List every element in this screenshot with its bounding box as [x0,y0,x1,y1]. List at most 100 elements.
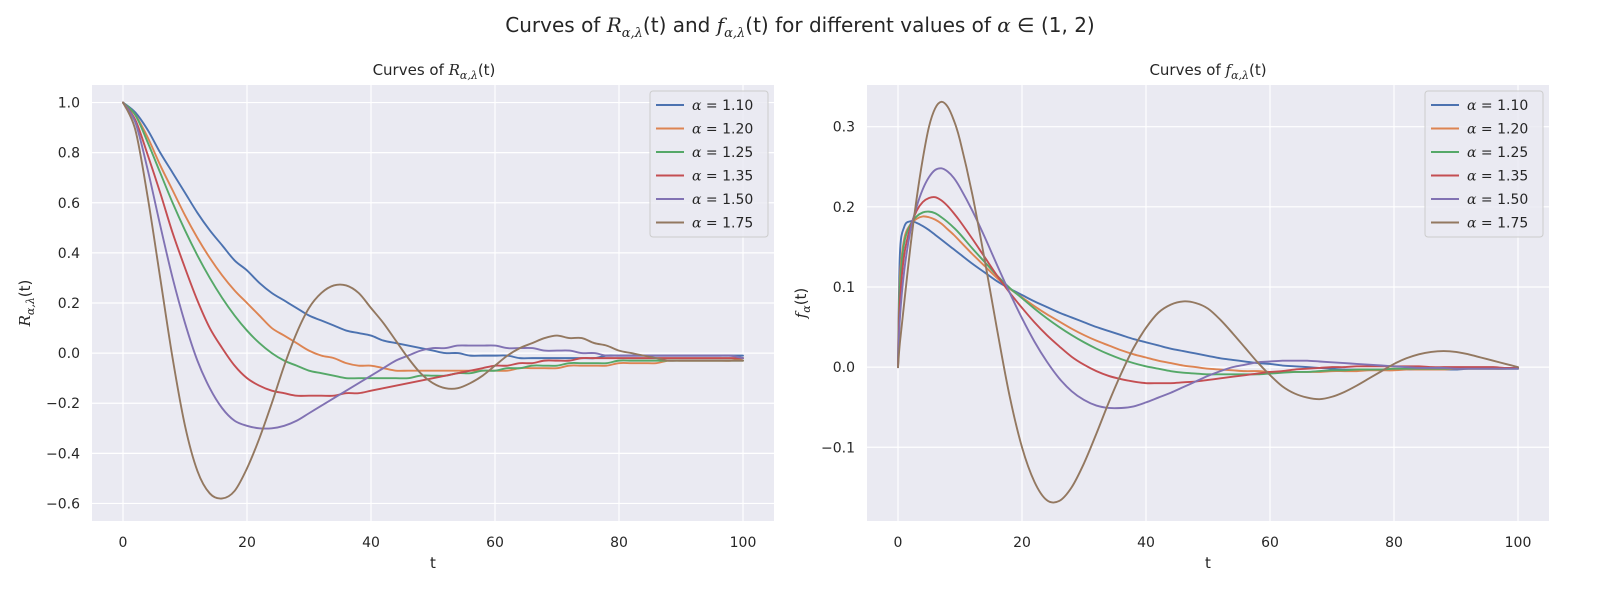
y-axis-label: fα(t) [792,288,813,320]
legend-entry: α = 1.10 [1467,98,1528,114]
x-tick-label: 40 [1137,535,1155,551]
legend-value: = 1.10 [1476,98,1528,114]
legend-box [1424,90,1544,238]
chart-title-prefix: Curves of [1149,61,1225,79]
suptitle-f-argument: (t) [745,13,768,37]
legend: α = 1.10α = 1.20α = 1.25α = 1.35α = 1.50… [1424,90,1544,238]
chart-title-symbol: f [1225,61,1234,79]
legend-value: = 1.35 [1476,169,1528,185]
legend-value: = 1.25 [1476,145,1528,161]
y-tick-label: 0.0 [833,360,855,376]
y-tick-label: 0.4 [58,246,80,262]
legend-alpha: α [1467,145,1477,161]
y-axis-label-argument: (t) [16,280,34,298]
y-tick-label: −0.4 [46,446,80,462]
legend-alpha: α [692,98,702,114]
x-tick-label: 40 [362,535,380,551]
x-tick-label: 20 [238,535,256,551]
suptitle-and: and [666,13,716,37]
legend-value: = 1.50 [701,192,753,208]
y-tick-label: −0.2 [46,396,80,412]
suptitle-alpha: α [997,13,1011,37]
series-lines [897,100,1519,504]
chart-title-prefix: Curves of [373,61,449,79]
legend-entry: α = 1.50 [1467,192,1528,208]
legend-entry: α = 1.35 [692,169,753,185]
y-axis-label-symbol: f [792,310,810,319]
series-line-6 [897,100,1519,504]
y-tick-label: 0.6 [58,196,80,212]
suptitle-prefix: Curves of [505,13,606,37]
suptitle-r-subscript: α,λ [622,26,643,41]
y-tick-label: 1.0 [58,96,80,112]
legend-entry: α = 1.20 [1467,122,1528,138]
series-line-3 [897,210,1519,376]
legend-alpha: α [692,192,702,208]
series-line-5 [897,167,1519,410]
legend-alpha: α [1467,122,1477,138]
x-tick-label: 80 [1385,535,1403,551]
y-tick-label: −0.6 [46,496,80,512]
legend-value: = 1.75 [701,216,753,232]
legend-entry: α = 1.75 [692,216,753,232]
x-tick-label: 100 [730,535,757,551]
legend-alpha: α [1467,216,1477,232]
legend-value: = 1.35 [701,169,753,185]
y-axis-label-argument: (t) [792,288,810,306]
x-tick-label: 0 [119,535,128,551]
chart-title-argument: (t) [478,61,496,79]
x-axis-label: t [430,554,436,572]
chart-title: Curves of fα,λ(t) [1149,61,1266,82]
x-tick-label: 80 [610,535,628,551]
y-tick-label: 0.0 [58,346,80,362]
series-line-2 [897,215,1519,373]
legend-box [649,90,769,238]
legend-value: = 1.10 [701,98,753,114]
series-lines [122,101,744,500]
y-axis-label-subscript: α [800,305,813,313]
y-tick-label: 0.1 [833,280,855,296]
series-line-2 [122,101,744,372]
legend-value: = 1.75 [1476,216,1528,232]
chart-title-argument: (t) [1249,61,1267,79]
chart-title-subscript: α,λ [1231,69,1249,82]
y-tick-label: −0.1 [821,440,855,456]
legend-alpha: α [1467,98,1477,114]
legend-entry: α = 1.25 [692,145,753,161]
legend-alpha: α [692,169,702,185]
y-axis-label-symbol: R [16,315,34,327]
legend-alpha: α [1467,169,1477,185]
y-tick-label: 0.3 [833,120,855,136]
suptitle-f-subscript: α,λ [724,26,745,41]
chart-title-symbol: R [448,61,460,79]
figure-suptitle: Curves of Rα,λ(t) and fα,λ(t) for differ… [505,13,1094,41]
y-tick-label: 0.8 [58,146,80,162]
x-tick-label: 0 [894,535,903,551]
legend-value: = 1.25 [701,145,753,161]
x-tick-label: 60 [486,535,504,551]
suptitle-interval: ∈ (1, 2) [1011,13,1095,37]
suptitle-r-argument: (t) [643,13,666,37]
series-line-3 [122,101,744,380]
left-chart-panel: 0 20 40 60 80 100 −0.6 −0.4 −0.2 0.0 0.2 0.4 0.6 0.8 1… [16,61,774,572]
series-line-4 [122,101,744,397]
legend-alpha: α [692,216,702,232]
chart-title-subscript: α,λ [460,69,478,82]
series-line-6 [122,101,744,500]
x-tick-label: 100 [1505,535,1532,551]
legend-value: = 1.20 [1476,122,1528,138]
chart-title: Curves of Rα,λ(t) [373,61,496,82]
legend: α = 1.10α = 1.20α = 1.25α = 1.35α = 1.50… [649,90,769,238]
y-tick-label: 0.2 [833,200,855,216]
x-tick-label: 20 [1013,535,1031,551]
legend-value: = 1.20 [701,122,753,138]
x-axis-label: t [1205,554,1211,572]
legend-entry: α = 1.25 [1467,145,1528,161]
y-axis-label: Rα,λ(t) [16,280,37,328]
legend-entry: α = 1.50 [692,192,753,208]
x-tick-label: 60 [1261,535,1279,551]
legend-alpha: α [692,122,702,138]
suptitle-r-symbol: R [606,13,622,37]
